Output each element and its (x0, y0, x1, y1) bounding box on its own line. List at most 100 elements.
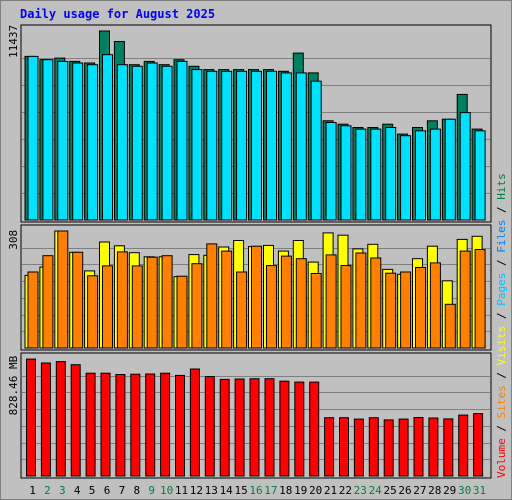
bar-volume-day-21 (324, 417, 335, 477)
legend-separator: / (495, 365, 508, 385)
bar-volume-day-23 (353, 418, 364, 477)
tick-label-day-18: 18 (279, 484, 292, 497)
bar-visits-day-1 (27, 271, 39, 349)
bar-volume-day-15 (234, 378, 245, 477)
bar-volume-day-22 (339, 417, 349, 477)
bar-files-day-16 (251, 70, 262, 221)
bar-visits-day-18 (280, 255, 292, 349)
bar-visits-day-23 (355, 252, 367, 349)
bar-visits-day-29 (444, 303, 456, 349)
tick-label-day-29: 29 (443, 484, 456, 497)
tick-label-day-16: 16 (249, 484, 262, 497)
bar-visits-day-26 (400, 271, 412, 349)
bar-files-day-27 (415, 130, 426, 221)
tick-label-day-7: 7 (119, 484, 126, 497)
bar-volume-day-3 (55, 361, 66, 477)
bar-files-day-20 (310, 80, 322, 221)
bar-files-day-31 (474, 130, 486, 221)
bar-visits-day-16 (251, 245, 262, 349)
bar-volume-day-24 (368, 417, 379, 477)
bar-volume-day-6 (100, 372, 111, 477)
bar-files-day-22 (340, 125, 352, 221)
tick-label-day-31: 31 (473, 484, 486, 497)
bar-visits-day-27 (415, 267, 426, 349)
bar-files-day-7 (116, 64, 128, 221)
bar-visits-day-21 (325, 254, 337, 349)
bar-volume-day-8 (130, 373, 141, 477)
bar-files-day-17 (266, 70, 277, 221)
tick-label-day-3: 3 (59, 484, 66, 497)
legend-entry-pages: Pages (495, 273, 508, 306)
tick-label-day-21: 21 (324, 484, 337, 497)
bar-files-day-11 (176, 60, 188, 221)
bar-files-day-15 (236, 70, 248, 221)
tick-label-day-24: 24 (369, 484, 383, 497)
bar-volume-day-29 (443, 418, 454, 477)
bar-volume-day-19 (294, 381, 305, 477)
bar-files-day-25 (385, 127, 397, 221)
bar-visits-day-28 (429, 262, 441, 349)
bar-visits-day-10 (161, 255, 173, 349)
bar-volume-day-4 (70, 364, 81, 477)
legend-entry-volume: Volume (495, 438, 508, 478)
bar-files-day-10 (161, 65, 173, 221)
legend: Volume / Sites / Visits / Pages / Files … (495, 173, 508, 478)
bar-visits-day-6 (102, 265, 113, 349)
bar-files-day-6 (102, 54, 113, 221)
bar-visits-day-8 (131, 265, 143, 349)
chart-title: Daily usage for August 2025 (20, 7, 216, 21)
bar-volume-day-28 (428, 417, 439, 477)
bar-volume-day-2 (40, 362, 51, 477)
bar-visits-day-25 (385, 272, 397, 349)
bar-volume-day-7 (115, 374, 126, 477)
bar-visits-day-17 (266, 265, 277, 349)
tick-label-day-25: 25 (383, 484, 396, 497)
bar-volume-day-18 (279, 380, 290, 477)
bar-volume-day-31 (473, 413, 484, 477)
tick-label-day-12: 12 (190, 484, 203, 497)
bar-volume-day-16 (249, 378, 260, 477)
bar-visits-day-14 (221, 250, 233, 349)
legend-entry-sites: Sites (495, 385, 508, 418)
tick-label-day-6: 6 (104, 484, 111, 497)
bar-files-day-5 (87, 64, 99, 221)
bar-files-day-23 (355, 128, 367, 221)
tick-label-day-30: 30 (458, 484, 471, 497)
tick-label-day-13: 13 (205, 484, 218, 497)
bar-visits-day-31 (474, 249, 486, 349)
bar-volume-day-27 (413, 417, 424, 477)
legend-separator: / (495, 200, 508, 220)
bar-volume-day-11 (175, 374, 185, 477)
legend-entry-files: Files (495, 220, 508, 253)
bar-volume-day-1 (26, 358, 36, 477)
tick-label-day-22: 22 (339, 484, 352, 497)
bar-visits-day-30 (459, 250, 471, 349)
tick-label-day-14: 14 (220, 484, 234, 497)
bar-visits-day-13 (206, 243, 218, 349)
bar-volume-day-9 (145, 373, 156, 477)
bar-volume-day-12 (189, 368, 200, 477)
tick-label-day-23: 23 (354, 484, 367, 497)
bar-files-day-28 (429, 128, 441, 221)
bar-files-day-4 (72, 62, 84, 221)
panel-max-label: 308 (7, 230, 20, 250)
legend-separator: / (495, 418, 508, 438)
panel-max-label: 11437 (7, 25, 20, 58)
bar-files-day-24 (370, 128, 382, 221)
tick-label-day-17: 17 (264, 484, 277, 497)
bar-visits-day-4 (72, 251, 84, 349)
tick-label-day-20: 20 (309, 484, 322, 497)
bar-files-day-3 (57, 60, 69, 221)
bar-visits-day-9 (146, 256, 158, 349)
bar-files-day-9 (146, 62, 158, 221)
bar-volume-day-13 (204, 376, 215, 477)
bar-volume-day-14 (219, 378, 230, 477)
panel-max-label: 828.46 MB (7, 355, 20, 415)
tick-label-day-26: 26 (398, 484, 411, 497)
bar-files-day-14 (221, 70, 233, 221)
bar-visits-day-3 (57, 230, 69, 349)
bar-files-day-19 (295, 72, 307, 221)
bar-visits-day-11 (176, 275, 188, 349)
tick-label-day-2: 2 (44, 484, 51, 497)
